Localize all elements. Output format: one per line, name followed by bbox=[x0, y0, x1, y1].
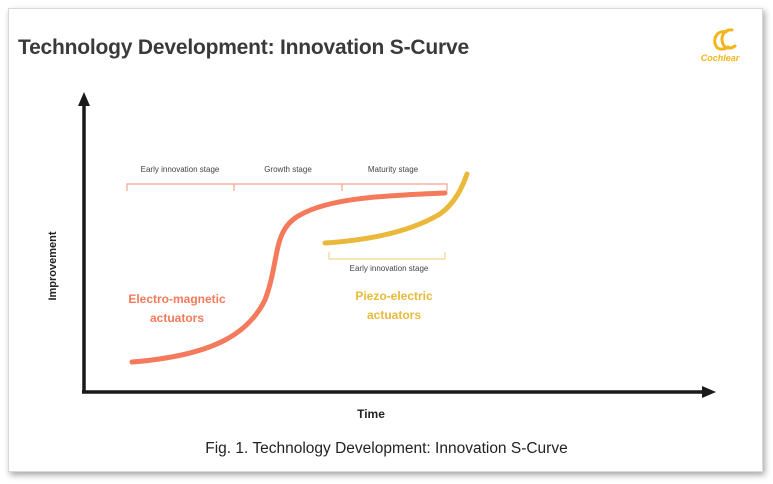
stage-label-piezo-early: Early innovation stage bbox=[350, 264, 429, 273]
stage-bracket bbox=[126, 183, 448, 191]
axes bbox=[78, 92, 716, 398]
slide-title: Technology Development: Innovation S-Cur… bbox=[18, 36, 469, 59]
figure-caption: Fig. 1. Technology Development: Innovati… bbox=[205, 440, 568, 457]
figure-card bbox=[8, 8, 763, 472]
stage-label-growth: Growth stage bbox=[264, 165, 312, 174]
electro-magnetic-curve bbox=[129, 190, 448, 365]
y-axis-arrow bbox=[78, 92, 90, 106]
x-axis-label: Time bbox=[357, 407, 385, 421]
piezo-label-line1: Piezo-electric bbox=[355, 289, 433, 303]
electro-label-line1: Electro-magnetic bbox=[128, 292, 226, 306]
x-axis-arrow bbox=[702, 386, 716, 398]
stage-brackets bbox=[126, 183, 448, 191]
logo-text: Cochlear bbox=[700, 53, 740, 63]
y-axis-label: Improvement bbox=[47, 231, 59, 300]
piezo-stage-bracket bbox=[328, 252, 446, 260]
cochlear-logo: Cochlear bbox=[690, 26, 750, 66]
piezo-electric-curve bbox=[322, 171, 470, 246]
electro-label-line2: actuators bbox=[150, 311, 204, 325]
logo-icon bbox=[713, 28, 737, 51]
piezo-label-line2: actuators bbox=[367, 308, 421, 322]
stage-label-early: Early innovation stage bbox=[141, 165, 220, 174]
stage-label-maturity: Maturity stage bbox=[368, 165, 419, 174]
